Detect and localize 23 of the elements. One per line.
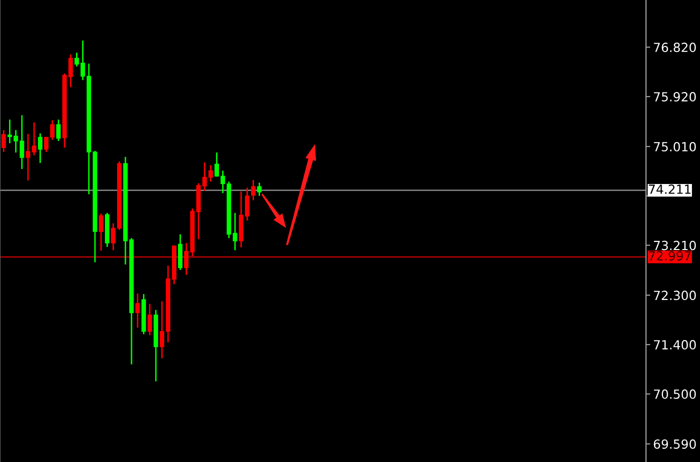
y-tick-label: 69.590 [654, 439, 696, 449]
candlestick [251, 179, 256, 201]
candlestick [148, 303, 152, 336]
candlestick [160, 300, 164, 359]
candlestick [56, 118, 61, 142]
y-tick-label: 75.010 [654, 142, 696, 152]
y-tick-label: 71.400 [654, 340, 696, 350]
candlestick [257, 182, 262, 197]
y-tick-label: 73.210 [654, 240, 696, 250]
candlestick [135, 292, 140, 328]
candlestick [232, 212, 238, 251]
y-tick-label: 75.920 [654, 92, 696, 102]
ref-line-label: 74.211 [648, 184, 691, 194]
candlestick [1, 129, 6, 153]
candlestick [178, 234, 182, 271]
y-tick-label: 70.500 [654, 389, 696, 399]
candlestick [32, 122, 36, 156]
candlestick [38, 132, 42, 164]
y-tick-label: 76.820 [654, 42, 696, 52]
candlestick [26, 133, 30, 182]
y-tick-label: 72.300 [654, 290, 696, 300]
ref-line-label: 72.997 [648, 251, 691, 261]
candlestick [98, 212, 104, 252]
